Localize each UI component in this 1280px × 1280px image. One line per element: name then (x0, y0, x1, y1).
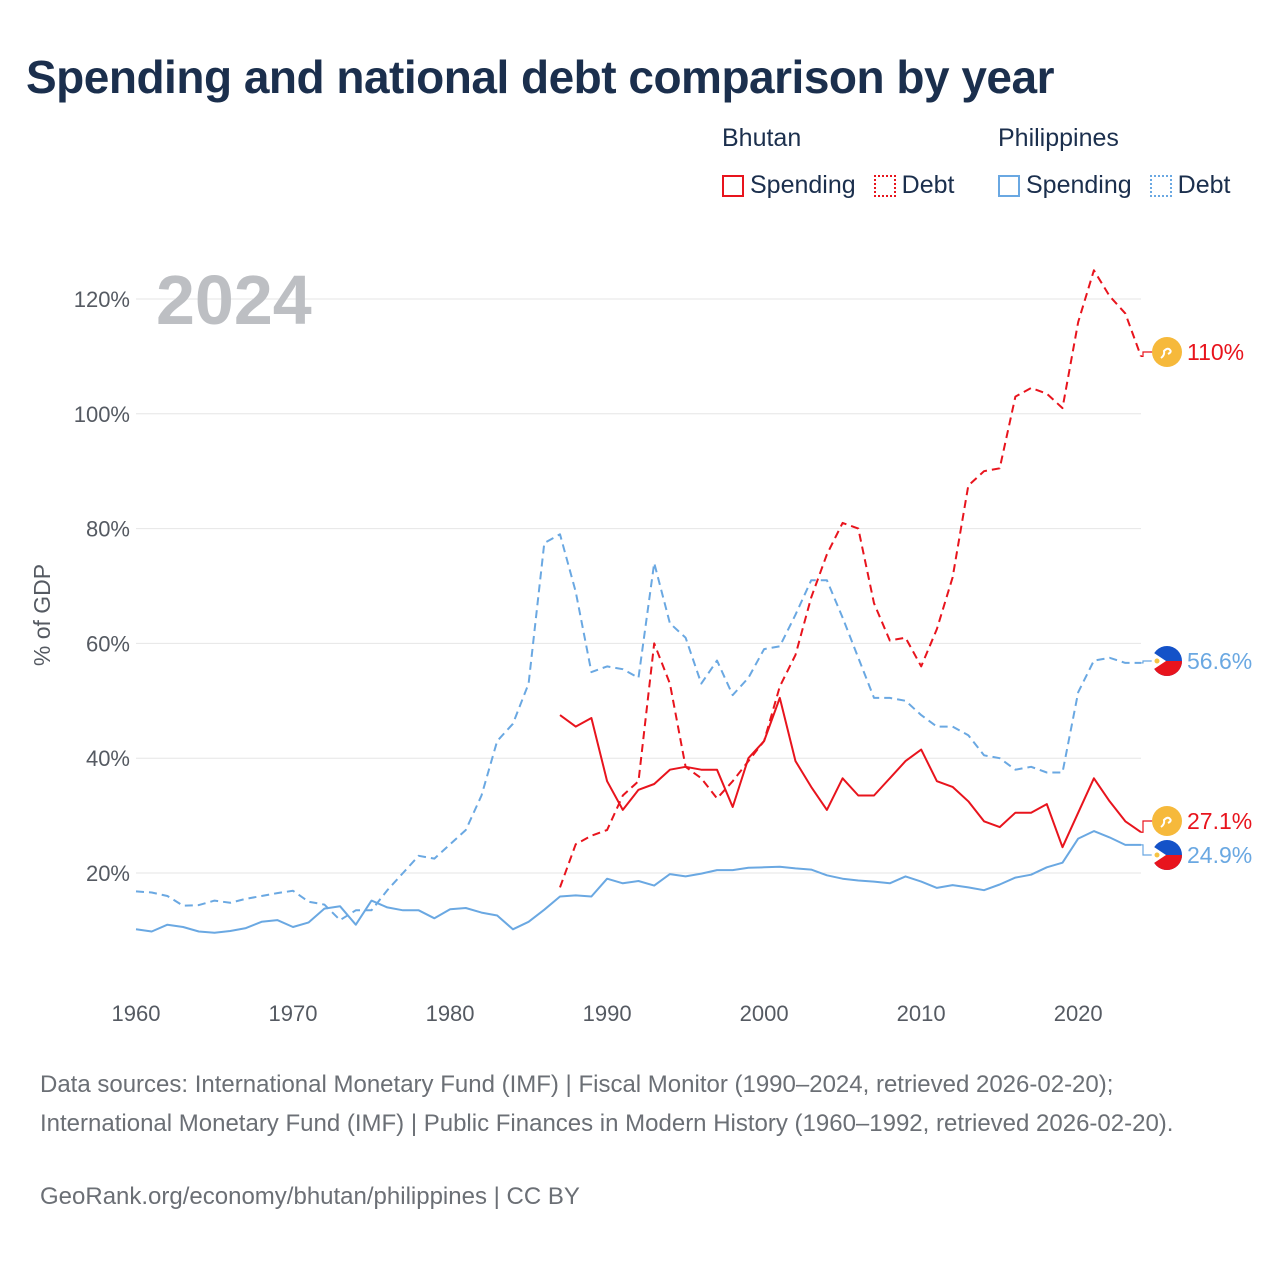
legend-bhutan: Bhutan Spending Debt (722, 124, 954, 200)
end-connector (1141, 660, 1153, 664)
end-connector (1141, 351, 1153, 357)
legend-country-philippines: Philippines (998, 124, 1119, 152)
bhutan-flag-icon (1152, 337, 1182, 367)
year-watermark: 2024 (156, 261, 312, 339)
end-connector (1141, 820, 1153, 833)
end-value-label: 24.9% (1187, 842, 1252, 868)
x-tick-label: 1960 (112, 1001, 161, 1026)
series-end-markers: 110% 27.1% 56.6% 24.9% (1141, 337, 1252, 870)
y-tick-label: 80% (86, 517, 130, 542)
data-sources: Data sources: International Monetary Fun… (40, 1071, 1174, 1137)
end-value-label: 56.6% (1187, 648, 1252, 674)
legend-item-bhutan-spending[interactable]: Spending (722, 171, 856, 200)
x-tick-label: 1990 (583, 1001, 632, 1026)
legend-label: Debt (1177, 171, 1231, 199)
legend-label: Spending (750, 171, 856, 199)
bhutan-flag-icon (1152, 806, 1182, 836)
x-axis-ticks: 1960 1970 1980 1990 2000 2010 2020 (112, 1001, 1103, 1026)
x-tick-label: 1980 (426, 1001, 475, 1026)
legend-item-philippines-debt[interactable]: Debt (1149, 171, 1231, 200)
y-tick-label: 100% (74, 402, 130, 427)
chart-title: Spending and national debt comparison by… (26, 51, 1055, 103)
end-connector (1141, 844, 1153, 856)
gridlines (136, 298, 1141, 874)
series-lines (135, 269, 1142, 934)
legend-country-bhutan: Bhutan (722, 124, 802, 152)
legend-label: Spending (1026, 171, 1132, 199)
end-value-label: 27.1% (1187, 808, 1252, 834)
x-tick-label: 2020 (1054, 1001, 1103, 1026)
y-axis-label: % of GDP (29, 564, 55, 666)
x-tick-label: 2010 (897, 1001, 946, 1026)
legend-item-bhutan-debt[interactable]: Debt (873, 171, 955, 200)
legend-label: Debt (901, 171, 955, 199)
y-axis-ticks: 20% 40% 60% 80% 100% 120% (74, 287, 130, 886)
dragon-icon (1160, 816, 1172, 828)
y-tick-label: 120% (74, 287, 130, 312)
legend-philippines: Philippines Spending Debt (998, 124, 1230, 200)
y-tick-label: 40% (86, 746, 130, 771)
end-value-label: 110% (1187, 339, 1244, 365)
x-tick-label: 1970 (269, 1001, 318, 1026)
sun-icon (1154, 852, 1160, 858)
legend-swatch-solid-blue (998, 174, 1020, 197)
series-line-philippines-spending (135, 830, 1141, 934)
sun-icon (1154, 658, 1160, 664)
dragon-icon (1160, 347, 1172, 359)
credit-link[interactable]: GeoRank.org/economy/bhutan/philippines |… (40, 1183, 580, 1210)
legend-item-philippines-spending[interactable]: Spending (998, 171, 1132, 200)
series-line-philippines-debt (135, 533, 1141, 922)
x-tick-label: 2000 (740, 1001, 789, 1026)
series-line-bhutan-debt (559, 269, 1142, 888)
legend-swatch-dotted-red (873, 174, 896, 197)
series-line-bhutan-spending (559, 696, 1142, 849)
line-chart: 20% 40% 60% 80% 100% 120% 1960 1970 1980 1990 200… (29, 261, 1252, 1026)
y-tick-label: 20% (86, 861, 130, 886)
legend-swatch-solid-red (722, 174, 744, 197)
legend-swatch-dotted-blue (1149, 174, 1172, 197)
y-tick-label: 60% (86, 631, 130, 656)
